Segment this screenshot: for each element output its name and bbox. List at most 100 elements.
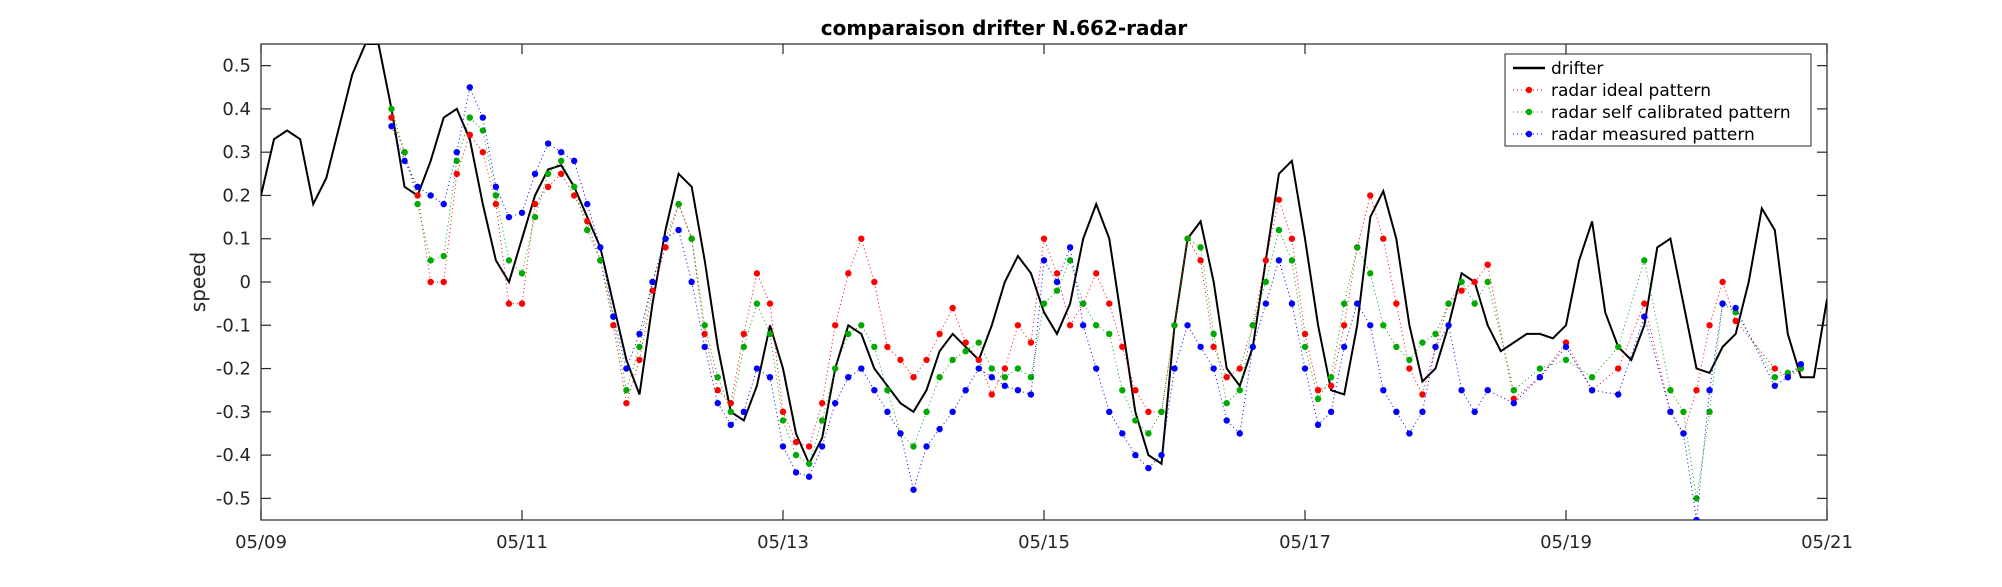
data-point xyxy=(936,374,943,381)
data-point xyxy=(401,157,408,165)
data-point xyxy=(845,270,852,277)
data-point xyxy=(845,330,852,338)
data-point xyxy=(1197,244,1204,251)
data-point xyxy=(1667,386,1674,394)
data-point xyxy=(1053,278,1061,286)
data-point xyxy=(636,343,643,351)
data-point xyxy=(1288,235,1296,242)
y-tick-label: -0.2 xyxy=(216,359,251,380)
data-point xyxy=(1223,417,1230,424)
data-point xyxy=(1327,374,1335,381)
data-point xyxy=(753,270,761,277)
x-tick-label: 05/09 xyxy=(235,532,287,553)
data-point xyxy=(571,183,578,190)
series-radar-self-calibrated-pattern xyxy=(388,105,1805,502)
data-point xyxy=(636,330,643,338)
data-point xyxy=(1119,430,1126,437)
data-point xyxy=(557,148,565,156)
y-tick-label: -0.1 xyxy=(216,315,251,336)
data-point xyxy=(858,365,865,372)
data-point xyxy=(1615,343,1622,351)
data-point xyxy=(1367,322,1374,329)
data-point xyxy=(975,339,982,346)
data-point xyxy=(910,374,917,381)
data-point xyxy=(988,365,995,372)
data-point xyxy=(505,300,513,307)
legend-box xyxy=(1504,53,1812,147)
data-point xyxy=(1419,391,1426,398)
data-point xyxy=(1301,365,1309,372)
data-point xyxy=(805,473,813,480)
data-point xyxy=(923,408,930,416)
data-point xyxy=(623,399,630,407)
y-tick-label: 0.2 xyxy=(222,185,251,206)
data-point xyxy=(1223,374,1230,381)
data-point xyxy=(1288,300,1296,307)
data-point xyxy=(1458,278,1465,286)
x-tick-label: 05/21 xyxy=(1801,532,1853,553)
data-point xyxy=(1210,365,1217,372)
data-point xyxy=(1132,386,1139,394)
data-point xyxy=(1458,386,1465,394)
data-point xyxy=(1106,330,1113,338)
data-point xyxy=(1093,365,1100,372)
data-point xyxy=(805,460,813,467)
series-line-radar-ideal-pattern xyxy=(391,117,1802,448)
x-tick-label: 05/15 xyxy=(1018,532,1070,553)
series-line-radar-self-calibrated-pattern xyxy=(391,108,1802,499)
series-line-drifter xyxy=(261,44,1827,467)
data-point xyxy=(1784,374,1792,381)
data-point xyxy=(623,386,630,394)
data-point xyxy=(453,170,460,178)
data-point xyxy=(662,235,669,242)
data-point xyxy=(649,287,656,294)
y-axis-label: speed xyxy=(186,252,210,312)
data-point xyxy=(1367,270,1374,277)
data-point xyxy=(479,114,487,121)
data-point xyxy=(1249,343,1257,351)
data-point xyxy=(727,399,734,407)
data-point xyxy=(675,226,682,234)
y-tick-label: 0.1 xyxy=(222,229,251,250)
data-point xyxy=(1588,374,1596,381)
data-point xyxy=(740,343,748,351)
y-tick-label: -0.3 xyxy=(216,402,251,423)
data-point xyxy=(1275,196,1283,203)
data-point xyxy=(1419,408,1426,416)
data-point xyxy=(1171,322,1178,329)
data-point xyxy=(649,278,656,286)
data-point xyxy=(1014,365,1022,372)
data-point xyxy=(1732,304,1739,312)
data-point xyxy=(1510,399,1518,407)
data-point xyxy=(675,200,682,208)
y-axis: 0.5 0.4 0.3 0.2 0.1 0 -0.1 -0.2 -0.3 -0.4 -0.5 xyxy=(216,56,1827,509)
data-point xyxy=(492,192,500,199)
data-point xyxy=(714,374,721,381)
legend-label: radar self calibrated pattern xyxy=(1551,103,1791,123)
data-point xyxy=(845,374,852,381)
data-point xyxy=(1053,270,1061,277)
data-point xyxy=(1432,330,1439,338)
data-point xyxy=(949,408,956,416)
data-point xyxy=(479,127,487,134)
data-point xyxy=(962,339,969,346)
data-point xyxy=(897,430,904,437)
data-point xyxy=(1262,257,1270,264)
data-point xyxy=(936,330,943,338)
data-point xyxy=(1471,300,1478,307)
data-point xyxy=(1027,374,1035,381)
data-point xyxy=(1588,386,1596,394)
data-point xyxy=(871,343,878,351)
data-point xyxy=(623,365,630,372)
data-point xyxy=(597,244,604,251)
data-point xyxy=(466,84,473,91)
data-point xyxy=(1106,300,1113,307)
data-point xyxy=(818,443,826,450)
data-point xyxy=(1380,322,1387,329)
data-point xyxy=(1145,464,1152,472)
data-point xyxy=(714,399,721,407)
data-point xyxy=(1132,417,1139,424)
data-point xyxy=(1314,395,1322,403)
data-point xyxy=(414,183,421,190)
